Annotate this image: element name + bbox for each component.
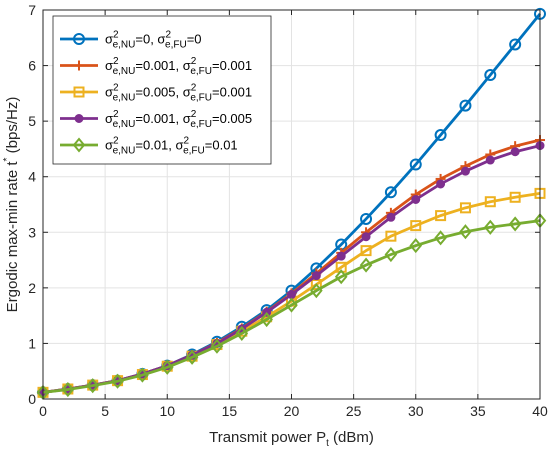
data-point bbox=[311, 271, 321, 281]
data-point bbox=[74, 114, 84, 123]
data-point bbox=[410, 220, 422, 232]
data-point bbox=[260, 311, 273, 328]
y-tick-label: 0 bbox=[28, 391, 36, 407]
data-point bbox=[509, 191, 521, 203]
data-point bbox=[285, 297, 298, 313]
y-tick-label: 2 bbox=[28, 280, 36, 296]
y-tick-label: 1 bbox=[28, 335, 36, 351]
legend-label: σ2 e,NU=0.001, σ2 e,FU=0.005 bbox=[105, 109, 252, 130]
data-point bbox=[111, 373, 124, 389]
data-point bbox=[485, 155, 495, 165]
data-point bbox=[361, 232, 371, 242]
y-tick-label: 4 bbox=[28, 169, 36, 185]
data-point bbox=[459, 224, 472, 240]
y-tick-label: 3 bbox=[28, 224, 36, 240]
data-point bbox=[459, 202, 471, 214]
data-point bbox=[384, 186, 397, 199]
data-point bbox=[360, 212, 373, 225]
x-tick-label: 25 bbox=[346, 403, 362, 419]
data-point bbox=[510, 147, 520, 157]
data-point bbox=[459, 99, 472, 112]
legend-item: σ2 e,NU=0, σ2 e,FU=0 bbox=[60, 30, 202, 51]
axis-ticks: 0 5 10 15 20 25 30 35 40 0 1 2 3 4 5 6 7 bbox=[28, 2, 548, 419]
legend-label: σ2 e,NU=0.001, σ2 e,FU=0.001 bbox=[105, 56, 252, 77]
data-point bbox=[136, 367, 149, 383]
y-tick-label: 6 bbox=[28, 58, 36, 74]
legend-item: σ2 e,NU=0.005, σ2 e,FU=0.001 bbox=[60, 83, 252, 104]
x-tick-label: 0 bbox=[39, 403, 47, 419]
data-point bbox=[73, 33, 85, 45]
x-tick-label: 35 bbox=[470, 403, 486, 419]
y-axis-label: Ergodic max-min rate t* (bps/Hz) bbox=[2, 97, 21, 313]
data-point bbox=[336, 251, 346, 261]
legend-item: σ2 e,NU=0.01, σ2 e,FU=0.01 bbox=[60, 136, 238, 157]
y-tick-label: 5 bbox=[28, 113, 36, 129]
data-point bbox=[86, 378, 100, 394]
data-point bbox=[310, 283, 323, 299]
x-tick-label: 10 bbox=[159, 403, 175, 419]
data-point bbox=[434, 129, 447, 142]
data-point bbox=[384, 246, 398, 263]
series-line bbox=[42, 219, 541, 394]
data-point bbox=[235, 325, 249, 341]
x-axis-label: Transmit power Pt (dBm) bbox=[209, 429, 374, 449]
data-point bbox=[484, 196, 496, 208]
data-point bbox=[409, 158, 422, 171]
data-point bbox=[509, 38, 522, 51]
legend: σ2 e,NU=0, σ2 e,FU=0 σ2 e,NU=0.001, σ2 e,FU=0… bbox=[52, 15, 272, 165]
data-point bbox=[483, 219, 497, 235]
x-tick-label: 30 bbox=[408, 403, 424, 419]
data-point bbox=[436, 179, 446, 189]
data-point bbox=[287, 290, 296, 300]
data-point bbox=[484, 69, 497, 82]
data-point bbox=[160, 359, 174, 375]
x-tick-label: 20 bbox=[284, 403, 300, 419]
data-point bbox=[360, 245, 372, 257]
legend-item: σ2 e,NU=0.001, σ2 e,FU=0.001 bbox=[60, 56, 252, 77]
legend-item: σ2 e,NU=0.001, σ2 e,FU=0.005 bbox=[60, 109, 252, 130]
legend-label: σ2 e,NU=0, σ2 e,FU=0 bbox=[105, 30, 202, 51]
data-point bbox=[210, 338, 224, 354]
data-point bbox=[74, 60, 84, 71]
data-point bbox=[73, 86, 85, 98]
data-point bbox=[435, 210, 447, 222]
data-point bbox=[411, 194, 421, 204]
data-point bbox=[334, 269, 348, 285]
data-point bbox=[359, 257, 373, 273]
data-point bbox=[508, 216, 522, 232]
x-tick-label: 5 bbox=[101, 403, 109, 419]
legend-label: σ2 e,NU=0.01, σ2 e,FU=0.01 bbox=[105, 136, 238, 157]
data-point bbox=[61, 381, 75, 398]
data-point bbox=[460, 166, 470, 176]
data-point bbox=[385, 230, 397, 242]
legend-label: σ2 e,NU=0.005, σ2 e,FU=0.001 bbox=[105, 83, 252, 104]
legend-box bbox=[52, 15, 272, 165]
data-point bbox=[185, 349, 199, 365]
series-group bbox=[36, 7, 547, 400]
data-point bbox=[72, 137, 86, 153]
x-tick-label: 15 bbox=[222, 403, 238, 419]
data-point bbox=[386, 212, 396, 222]
y-tick-label: 7 bbox=[28, 2, 36, 18]
data-point bbox=[409, 238, 423, 254]
data-point bbox=[434, 230, 447, 246]
x-tick-label: 40 bbox=[532, 403, 548, 419]
